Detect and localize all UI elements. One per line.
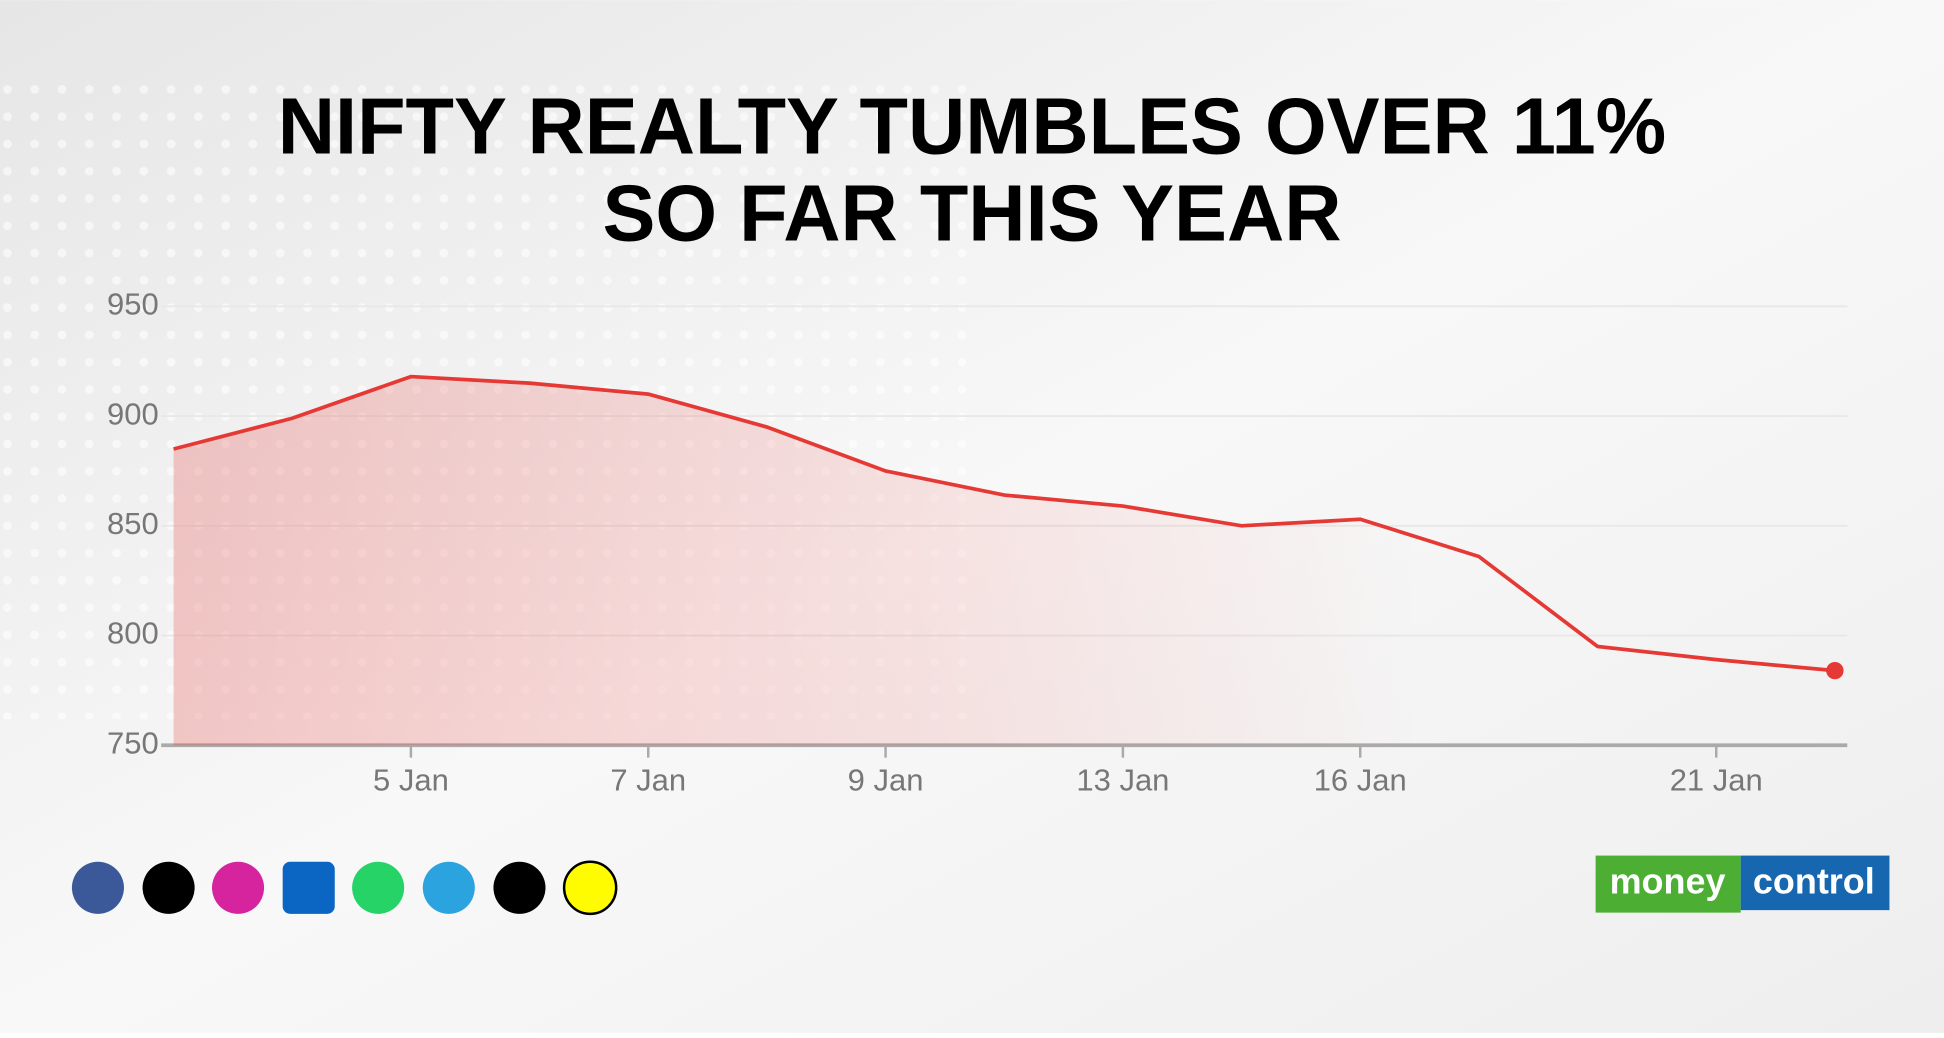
brand-text: money bbox=[1610, 861, 1726, 902]
logo-blue bbox=[1740, 855, 1890, 911]
facebook-icon[interactable] bbox=[71, 861, 124, 914]
snapchat-icon[interactable] bbox=[562, 860, 618, 916]
chart-title: NIFTY REALTY TUMBLES OVER 11% bbox=[278, 82, 1666, 171]
x-tick-label: 13 Jan bbox=[1076, 763, 1169, 798]
brand-text: control bbox=[1753, 861, 1875, 902]
instagram-icon[interactable] bbox=[212, 861, 265, 914]
x-tick-label: 21 Jan bbox=[1670, 763, 1763, 798]
social-icons bbox=[71, 860, 618, 916]
line bbox=[173, 374, 1836, 673]
y-tick-label: 900 bbox=[107, 396, 159, 431]
x-tick-label: 5 Jan bbox=[373, 763, 449, 798]
brand-logo: money control bbox=[1595, 855, 1890, 913]
y-tick-label: 950 bbox=[107, 287, 159, 322]
y-tick-label: 800 bbox=[107, 616, 159, 651]
x-tick-label: 9 Jan bbox=[848, 763, 924, 798]
logo-green bbox=[1595, 855, 1741, 913]
y-tick-label: 750 bbox=[107, 725, 159, 760]
x-tick-label: 7 Jan bbox=[610, 763, 686, 798]
chart-title: SO FAR THIS YEAR bbox=[602, 169, 1341, 258]
linkedin-icon[interactable] bbox=[282, 861, 335, 914]
x-tick-label: 16 Jan bbox=[1314, 763, 1407, 798]
x-icon[interactable] bbox=[142, 861, 195, 914]
y-tick-label: 850 bbox=[107, 506, 159, 541]
end-marker bbox=[1826, 661, 1844, 680]
threads-icon[interactable] bbox=[493, 861, 546, 914]
area bbox=[173, 376, 1835, 746]
whatsapp-icon[interactable] bbox=[352, 861, 405, 914]
telegram-icon[interactable] bbox=[422, 861, 475, 914]
